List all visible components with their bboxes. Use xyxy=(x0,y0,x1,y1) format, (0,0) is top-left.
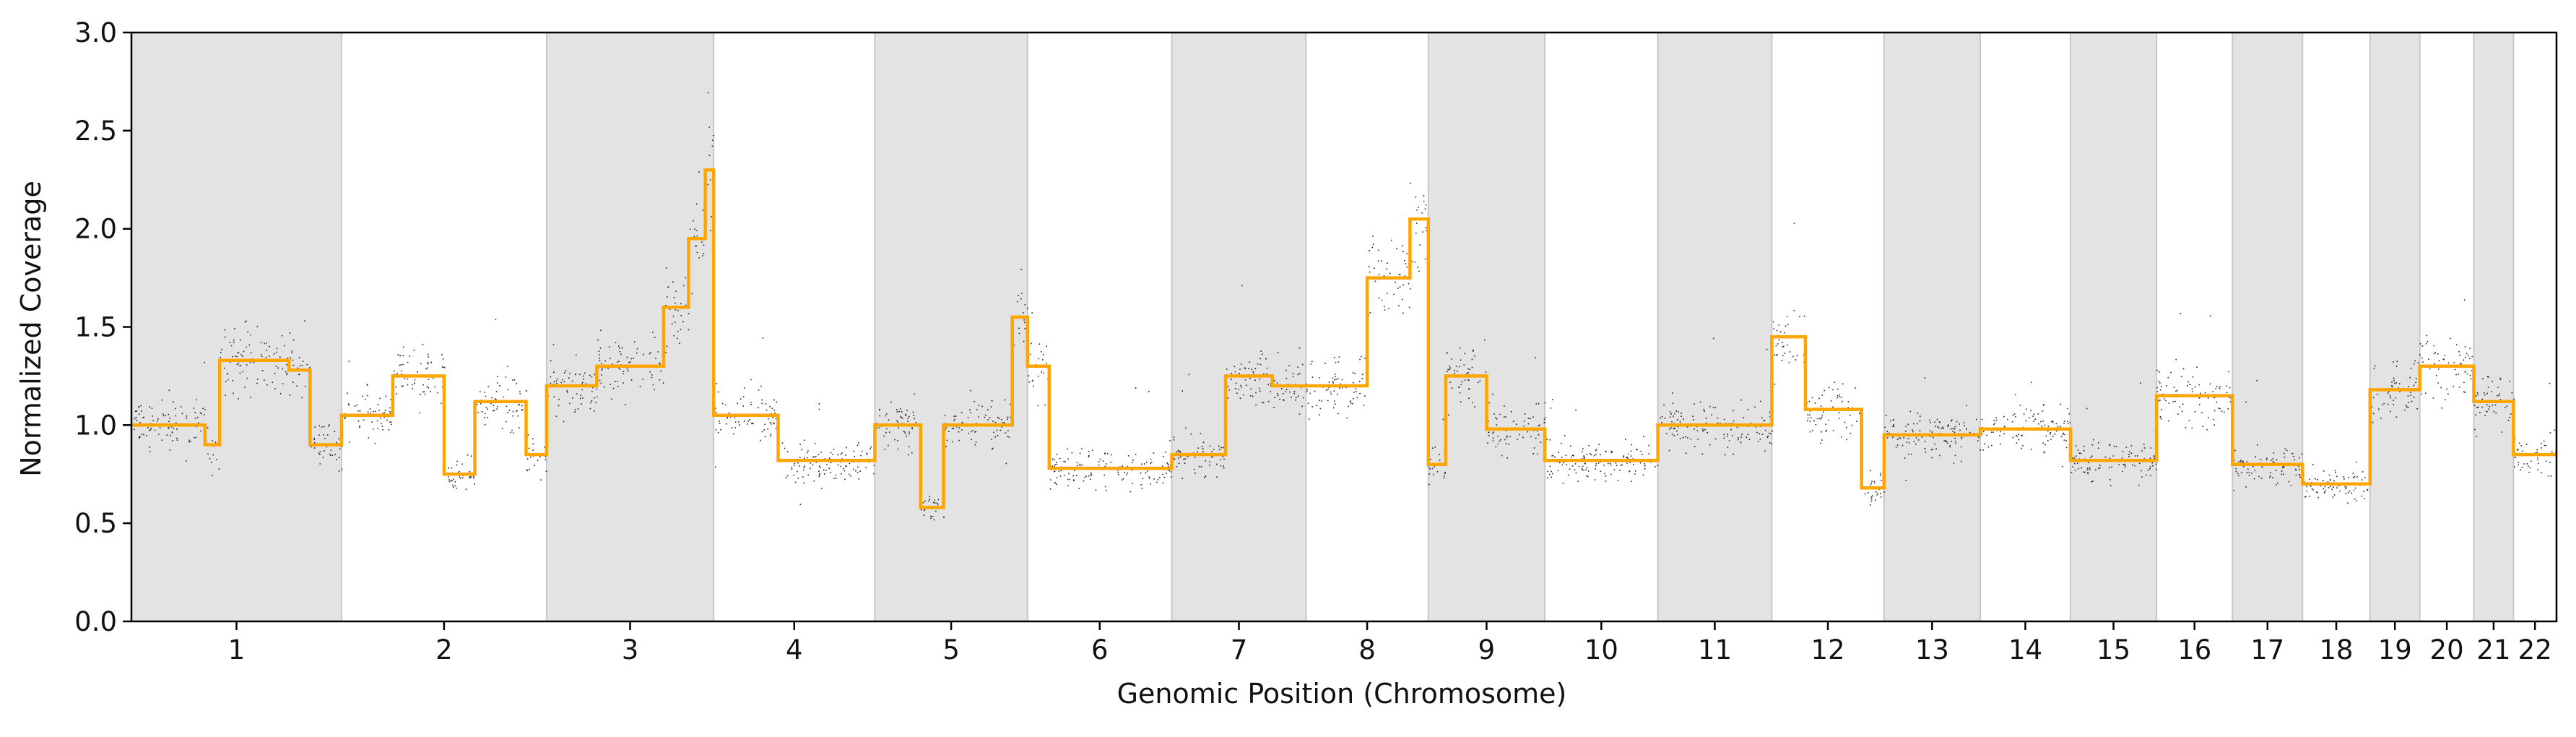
x-tick-label-16: 16 xyxy=(2177,634,2211,665)
y-tick-label: 3.0 xyxy=(74,17,117,48)
x-tick-label-20: 20 xyxy=(2430,634,2464,665)
segment-line xyxy=(131,168,2557,509)
x-tick-label-7: 7 xyxy=(1231,634,1248,665)
chromosome-band-21 xyxy=(2473,33,2514,621)
coverage-points-chr1 xyxy=(134,405,149,439)
x-tick-label-11: 11 xyxy=(1698,634,1732,665)
x-tick-label-5: 5 xyxy=(942,634,960,665)
chromosome-band-5 xyxy=(875,33,1028,621)
coverage-points-chr2 xyxy=(526,434,548,480)
chromosome-band-3 xyxy=(546,33,714,621)
x-tick-label-10: 10 xyxy=(1584,634,1618,665)
x-axis-label: Genomic Position (Chromosome) xyxy=(1117,678,1567,710)
coverage-points-chr8 xyxy=(1410,182,1430,272)
x-tick-label-1: 1 xyxy=(228,634,246,665)
chromosome-band-15 xyxy=(2070,33,2157,621)
axes: 0.00.51.01.52.02.53.01 2 3 4 5 6 7 8 9 10 11 12 13 14… xyxy=(74,17,2558,665)
x-tick-label-3: 3 xyxy=(622,634,639,665)
coverage-points-chr6 xyxy=(1049,387,1172,493)
x-tick-label-14: 14 xyxy=(2008,634,2042,665)
chromosome-band-13 xyxy=(1883,33,1980,621)
chromosome-band-9 xyxy=(1428,33,1545,621)
y-tick-label: 2.5 xyxy=(74,116,117,147)
x-tick-label-8: 8 xyxy=(1358,634,1376,665)
segment-lines xyxy=(131,168,2557,509)
chromosome-band-1 xyxy=(131,33,342,621)
x-tick-label-19: 19 xyxy=(2378,634,2412,665)
y-tick-label: 1.0 xyxy=(74,410,117,441)
coverage-points-chr4 xyxy=(714,337,779,468)
y-tick-label: 1.5 xyxy=(74,312,117,343)
coverage-points-chr16 xyxy=(2156,313,2233,431)
chromosome-band-17 xyxy=(2232,33,2303,621)
coverage-points-chr12 xyxy=(1806,382,1860,444)
x-tick-label-2: 2 xyxy=(435,634,453,665)
x-tick-label-13: 13 xyxy=(1915,634,1949,665)
x-tick-label-21: 21 xyxy=(2476,634,2510,665)
x-tick-label-17: 17 xyxy=(2250,634,2284,665)
y-tick-label: 0.5 xyxy=(74,508,117,539)
coverage-points-chr8 xyxy=(1306,355,1367,420)
y-tick-label: 0.0 xyxy=(74,606,117,637)
coverage-points-chr2 xyxy=(342,361,394,444)
coverage-points-chr22 xyxy=(2514,382,2558,477)
x-tick-label-12: 12 xyxy=(1811,634,1845,665)
coverage-points xyxy=(134,92,2558,521)
coverage-points-chr2 xyxy=(474,319,527,434)
chromosome-bands xyxy=(131,33,2515,621)
coverage-points-chr20 xyxy=(2419,299,2475,409)
coverage-points-chr2 xyxy=(448,454,476,490)
x-tick-label-22: 22 xyxy=(2518,634,2552,665)
coverage-points-chr14 xyxy=(1980,382,2072,467)
coverage-points-chr8 xyxy=(1368,225,1411,316)
x-tick-label-4: 4 xyxy=(786,634,803,665)
chromosome-band-11 xyxy=(1657,33,1772,621)
coverage-points-chr4 xyxy=(779,403,875,505)
coverage-points-chr3 xyxy=(707,92,714,231)
coverage-points-chr21 xyxy=(2473,376,2515,437)
coverage-points-chr9 xyxy=(1428,418,1447,486)
x-tick-label-6: 6 xyxy=(1091,634,1109,665)
y-axis-label: Normalized Coverage xyxy=(15,181,47,477)
x-tick-label-9: 9 xyxy=(1478,634,1496,665)
chromosome-band-19 xyxy=(2369,33,2420,621)
y-tick-label: 2.0 xyxy=(74,214,117,245)
coverage-points-chr19 xyxy=(2370,354,2421,423)
chromosome-band-7 xyxy=(1171,33,1306,621)
x-tick-label-15: 15 xyxy=(2096,634,2130,665)
coverage-points-chr3 xyxy=(546,344,598,423)
coverage-points-chr2 xyxy=(394,343,446,414)
x-tick-label-18: 18 xyxy=(2319,634,2353,665)
coverage-points-chr10 xyxy=(1546,399,1659,484)
coverage-points-chr12 xyxy=(1771,223,1806,385)
plot-frame xyxy=(130,31,2558,623)
coverage-points-chr6 xyxy=(1028,312,1049,407)
